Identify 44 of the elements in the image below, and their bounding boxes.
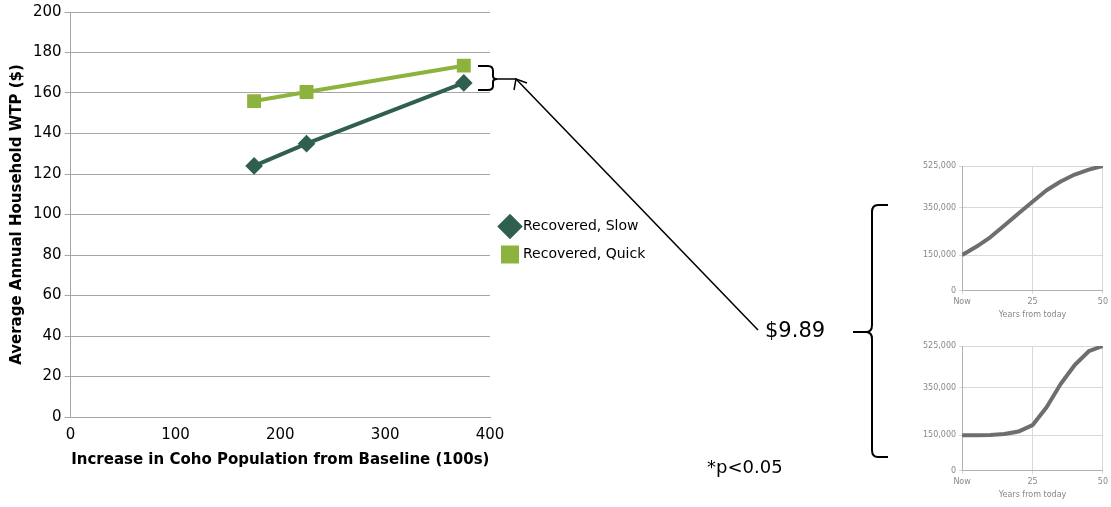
y-tick-label: 525,000 bbox=[922, 341, 957, 351]
y-tick-label: 525,000 bbox=[922, 161, 957, 171]
x-tick-label: 25 bbox=[1027, 296, 1038, 306]
y-tick-label: 200 bbox=[32, 1, 62, 20]
y-tick-label: 160 bbox=[32, 82, 62, 101]
x-tick-label: 0 bbox=[65, 424, 76, 443]
x-tick-label: 50 bbox=[1097, 476, 1108, 486]
y-tick-label: 0 bbox=[950, 465, 957, 475]
x-axis-title: Years from today bbox=[997, 310, 1067, 320]
legend-label: Recovered, Quick bbox=[523, 245, 647, 262]
text: $9.89 bbox=[765, 318, 826, 342]
point bbox=[247, 94, 262, 109]
y-tick-label: 20 bbox=[42, 366, 62, 385]
text: *p<0.05 bbox=[707, 456, 783, 477]
y-tick-label: 150,000 bbox=[922, 430, 957, 440]
x-tick-label: 400 bbox=[475, 424, 505, 443]
x-tick-label: 300 bbox=[370, 424, 400, 443]
y-tick-label: 60 bbox=[42, 285, 62, 304]
y-tick-label: 40 bbox=[42, 325, 62, 344]
y-tick-label: 80 bbox=[42, 244, 62, 263]
x-tick-label: 50 bbox=[1097, 296, 1108, 306]
y-tick-label: 0 bbox=[52, 406, 62, 425]
y-tick-label: 0 bbox=[950, 285, 957, 295]
y-tick-label: 150,000 bbox=[922, 250, 957, 260]
point bbox=[246, 157, 263, 174]
x-tick-label: Now bbox=[953, 296, 972, 306]
y-tick-label: 100 bbox=[32, 204, 62, 223]
x-tick-label: 100 bbox=[161, 424, 190, 443]
point bbox=[456, 58, 471, 73]
y-tick-label: 350,000 bbox=[922, 382, 957, 392]
legend-label: Recovered, Slow bbox=[523, 217, 639, 234]
y-tick-label: 140 bbox=[32, 123, 62, 142]
x-tick-label: Now bbox=[953, 476, 972, 486]
x-tick-label: 200 bbox=[265, 424, 295, 443]
y-tick-label: 120 bbox=[32, 163, 62, 182]
y-axis-title: Average Annual Household WTP ($) bbox=[6, 64, 25, 365]
y-tick-label: 180 bbox=[32, 42, 62, 61]
x-tick-label: 25 bbox=[1027, 476, 1038, 486]
y-tick-label: 350,000 bbox=[922, 202, 957, 212]
point bbox=[299, 85, 314, 99]
point bbox=[455, 74, 472, 91]
x-axis-title: Increase in Coho Population from Baseline (100s) bbox=[71, 449, 490, 468]
point bbox=[298, 135, 315, 152]
x-axis-title: Years from today bbox=[997, 490, 1067, 500]
